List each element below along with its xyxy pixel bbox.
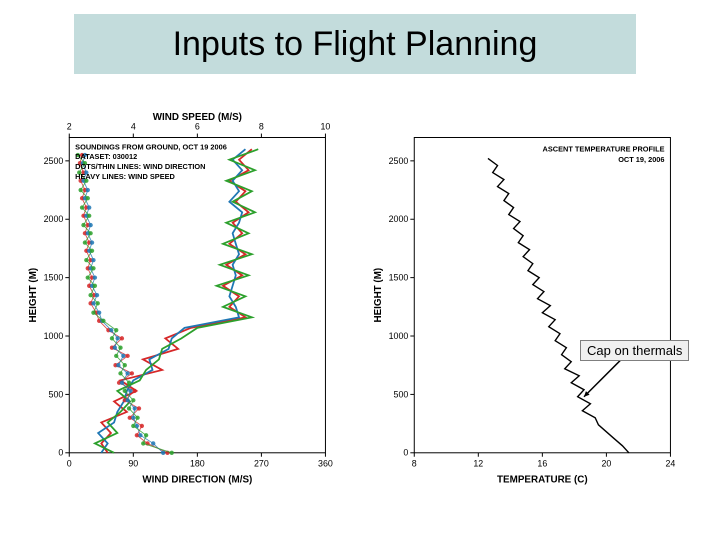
svg-text:2000: 2000 (44, 214, 64, 224)
wind-profile-chart: 0 500 1000 1500 2000 2500 HEIGHT (M) 2 4 6 8 10 WIND… (20, 100, 355, 510)
svg-text:DOTS/THIN LINES: WIND DIRECTIO: DOTS/THIN LINES: WIND DIRECTION (75, 162, 205, 171)
svg-text:0: 0 (403, 448, 408, 458)
svg-text:500: 500 (394, 389, 409, 399)
svg-text:0: 0 (67, 459, 72, 469)
svg-text:16: 16 (537, 459, 547, 469)
svg-text:SOUNDINGS FROM GROUND, OCT 19: SOUNDINGS FROM GROUND, OCT 19 2006 (75, 142, 227, 151)
svg-text:4: 4 (131, 122, 136, 132)
svg-text:12: 12 (473, 459, 483, 469)
svg-text:8: 8 (259, 122, 264, 132)
temperature-profile-chart: 0 500 1000 1500 2000 2500 HEIGHT (M) 8 12 16 20 24 T… (365, 100, 700, 510)
svg-text:8: 8 (412, 459, 417, 469)
svg-text:1500: 1500 (44, 273, 64, 283)
svg-text:270: 270 (254, 459, 269, 469)
svg-text:10: 10 (321, 122, 331, 132)
svg-text:TEMPERATURE (C): TEMPERATURE (C) (497, 474, 588, 485)
svg-text:DATASET: 030012: DATASET: 030012 (75, 152, 137, 161)
svg-text:360: 360 (318, 459, 333, 469)
svg-text:1000: 1000 (44, 331, 64, 341)
svg-text:1500: 1500 (389, 273, 409, 283)
svg-text:2500: 2500 (44, 156, 64, 166)
charts-row: 05001000150020002500HEIGHT (M)246810WIND… (20, 100, 700, 510)
svg-text:OCT 19, 2006: OCT 19, 2006 (618, 155, 664, 164)
svg-text:2500: 2500 (389, 156, 409, 166)
cap-on-thermals-callout: Cap on thermals (580, 340, 689, 361)
svg-text:0: 0 (58, 448, 63, 458)
svg-text:ASCENT TEMPERATURE PROFILE: ASCENT TEMPERATURE PROFILE (543, 144, 665, 153)
svg-text:20: 20 (601, 459, 611, 469)
svg-text:90: 90 (128, 459, 138, 469)
svg-text:6: 6 (195, 122, 200, 132)
svg-text:500: 500 (49, 389, 64, 399)
svg-text:HEAVY LINES: WIND SPEED: HEAVY LINES: WIND SPEED (75, 172, 175, 181)
svg-text:180: 180 (190, 459, 205, 469)
svg-text:2000: 2000 (389, 214, 409, 224)
page-title: Inputs to Flight Planning (173, 25, 538, 64)
svg-text:HEIGHT (M): HEIGHT (M) (28, 268, 39, 323)
svg-text:HEIGHT (M): HEIGHT (M) (373, 268, 384, 323)
svg-text:1000: 1000 (389, 331, 409, 341)
svg-text:WIND SPEED (M/S): WIND SPEED (M/S) (153, 112, 242, 123)
svg-text:WIND DIRECTION (M/S): WIND DIRECTION (M/S) (142, 474, 252, 485)
svg-text:2: 2 (67, 122, 72, 132)
svg-text:24: 24 (666, 459, 676, 469)
callout-label: Cap on thermals (587, 343, 682, 358)
title-bar: Inputs to Flight Planning (74, 14, 636, 74)
